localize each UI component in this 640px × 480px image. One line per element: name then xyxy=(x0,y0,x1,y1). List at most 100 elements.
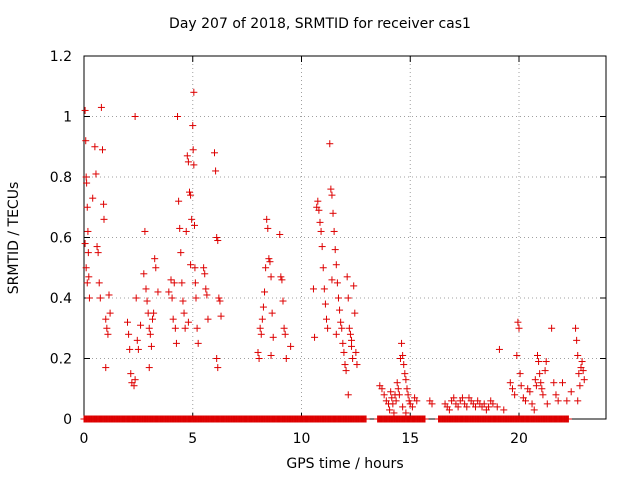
data-point xyxy=(513,351,521,359)
data-point xyxy=(171,324,179,332)
data-point xyxy=(398,339,406,347)
data-point xyxy=(96,294,104,302)
data-point xyxy=(189,122,197,130)
data-point xyxy=(141,227,149,235)
data-point xyxy=(316,218,324,226)
data-point xyxy=(278,276,286,284)
data-point xyxy=(203,291,211,299)
data-point xyxy=(404,391,412,399)
data-point xyxy=(179,297,187,305)
data-point xyxy=(390,409,398,417)
data-point xyxy=(578,358,586,366)
data-point xyxy=(145,324,153,332)
data-point xyxy=(191,279,199,287)
data-point xyxy=(82,137,90,145)
data-point xyxy=(261,288,269,296)
data-point xyxy=(575,370,583,378)
data-point xyxy=(572,324,580,332)
data-point xyxy=(324,324,332,332)
data-point xyxy=(480,400,488,408)
data-point xyxy=(563,397,571,405)
data-point xyxy=(450,394,458,402)
data-point xyxy=(508,385,516,393)
data-point xyxy=(178,279,186,287)
data-point xyxy=(399,351,407,359)
data-point xyxy=(255,355,263,362)
data-point xyxy=(214,364,222,372)
data-point xyxy=(328,191,336,199)
data-point xyxy=(259,303,267,311)
chart-title: Day 207 of 2018, SRMTID for receiver cas… xyxy=(169,16,471,32)
data-point xyxy=(269,333,277,341)
data-point xyxy=(130,382,138,390)
data-point xyxy=(332,330,340,338)
data-point xyxy=(265,255,273,263)
data-point xyxy=(318,243,326,251)
data-point xyxy=(170,279,178,287)
data-point xyxy=(105,291,113,299)
data-point xyxy=(254,348,262,356)
data-point xyxy=(399,403,407,411)
y-tick-label: 1.2 xyxy=(50,49,72,65)
data-point xyxy=(94,249,102,257)
data-point xyxy=(279,297,287,305)
data-point xyxy=(543,400,551,408)
data-point xyxy=(131,376,139,384)
data-point xyxy=(257,330,265,338)
data-point xyxy=(541,367,549,375)
data-point xyxy=(362,415,370,423)
data-point xyxy=(348,336,356,344)
data-point xyxy=(100,200,108,208)
data-point xyxy=(189,146,197,154)
data-point xyxy=(281,330,289,338)
data-point xyxy=(137,321,145,329)
data-point xyxy=(191,264,199,272)
data-point xyxy=(200,264,208,272)
data-point xyxy=(526,388,534,396)
data-point xyxy=(552,391,560,399)
data-point xyxy=(315,206,323,214)
data-point xyxy=(212,167,220,175)
data-point xyxy=(331,246,339,254)
data-point xyxy=(183,152,191,160)
data-point xyxy=(175,197,183,205)
x-tick-label: 0 xyxy=(80,431,89,447)
data-point xyxy=(154,288,162,296)
data-point xyxy=(321,300,329,308)
data-point xyxy=(506,379,514,387)
data-point xyxy=(172,339,180,347)
data-point xyxy=(91,143,99,151)
data-point xyxy=(400,361,408,369)
data-point xyxy=(320,285,328,293)
data-point xyxy=(184,158,192,166)
data-point xyxy=(174,113,182,120)
data-point xyxy=(92,170,100,178)
data-point xyxy=(346,330,354,338)
x-axis-label: GPS time / hours xyxy=(286,456,404,472)
data-point xyxy=(342,367,350,375)
data-point xyxy=(131,113,139,120)
data-point xyxy=(327,185,335,193)
data-point xyxy=(341,361,349,369)
data-point xyxy=(81,106,89,114)
data-point xyxy=(344,391,352,399)
data-point xyxy=(535,358,543,366)
data-point xyxy=(102,315,110,323)
data-point xyxy=(83,279,91,287)
data-point xyxy=(454,403,462,411)
data-point xyxy=(100,215,108,223)
data-point xyxy=(537,379,545,387)
data-point xyxy=(389,400,397,408)
data-point xyxy=(328,276,336,284)
data-point xyxy=(201,270,209,278)
data-point xyxy=(126,345,134,353)
data-point xyxy=(344,294,352,302)
data-point xyxy=(393,379,401,387)
data-point xyxy=(421,415,429,423)
data-point xyxy=(329,209,337,217)
data-point xyxy=(533,351,541,359)
data-point xyxy=(149,315,157,323)
y-tick-label: 0.6 xyxy=(50,231,72,247)
data-point xyxy=(132,294,140,302)
